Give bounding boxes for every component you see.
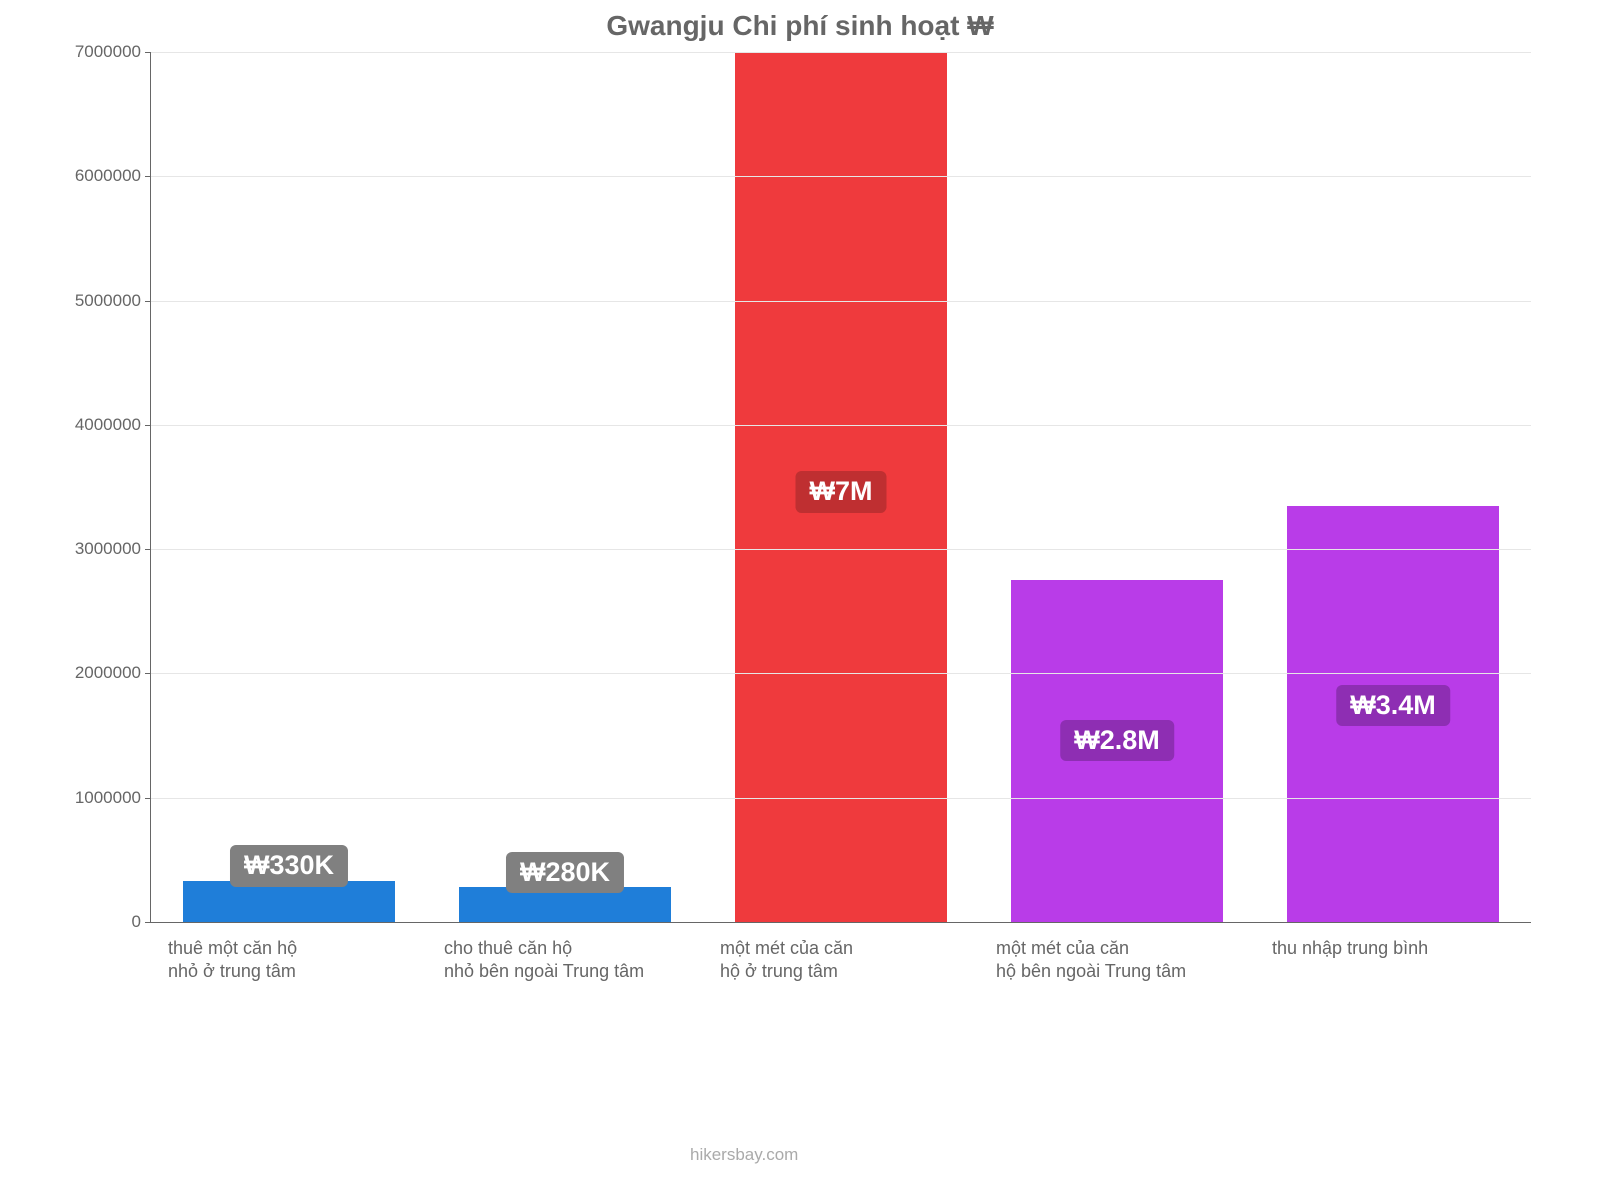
x-axis-label: một mét của cănhộ bên ngoài Trung tâm [978, 923, 1254, 984]
gridline [151, 798, 1531, 799]
value-badge: ₩2.8M [1060, 720, 1174, 762]
ytick-label: 7000000 [75, 42, 151, 62]
chart-title: Gwangju Chi phí sinh hoạt ₩ [50, 10, 1550, 42]
x-axis-label: thuê một căn hộnhỏ ở trung tâm [150, 923, 426, 984]
value-badge: ₩280K [506, 852, 624, 894]
ytick-label: 4000000 [75, 415, 151, 435]
x-axis-labels: thuê một căn hộnhỏ ở trung tâmcho thuê c… [150, 923, 1530, 984]
x-axis-label: một mét của cănhộ ở trung tâm [702, 923, 978, 984]
bar: ₩7M [735, 52, 948, 922]
ytick-label: 0 [132, 912, 151, 932]
value-badge: ₩330K [230, 845, 348, 887]
bar: ₩3.4M [1287, 506, 1500, 922]
gridline [151, 52, 1531, 53]
gridline [151, 176, 1531, 177]
ytick-label: 1000000 [75, 788, 151, 808]
bars-layer: ₩330K ₩280K ₩7M ₩2.8M ₩3.4M [151, 52, 1531, 922]
ytick-label: 3000000 [75, 539, 151, 559]
ytick-label: 6000000 [75, 166, 151, 186]
bar-slot: ₩2.8M [979, 52, 1255, 922]
x-axis-label: thu nhập trung bình [1254, 923, 1530, 984]
gridline [151, 425, 1531, 426]
attribution-text: hikersbay.com [690, 1145, 798, 1165]
bar: ₩2.8M [1011, 580, 1224, 922]
bar-slot: ₩7M [703, 52, 979, 922]
chart-container: Gwangju Chi phí sinh hoạt ₩ ₩330K ₩280K ₩7… [50, 10, 1550, 984]
ytick-label: 2000000 [75, 663, 151, 683]
bar-slot: ₩280K [427, 52, 703, 922]
gridline [151, 301, 1531, 302]
bar: ₩330K [183, 881, 396, 922]
value-badge: ₩3.4M [1336, 685, 1450, 727]
bar: ₩280K [459, 887, 672, 922]
bar-slot: ₩3.4M [1255, 52, 1531, 922]
value-badge: ₩7M [795, 471, 886, 513]
bar-slot: ₩330K [151, 52, 427, 922]
gridline [151, 673, 1531, 674]
gridline [151, 549, 1531, 550]
x-axis-label: cho thuê căn hộnhỏ bên ngoài Trung tâm [426, 923, 702, 984]
ytick-label: 5000000 [75, 291, 151, 311]
plot-area: ₩330K₩280K₩7M₩2.8M₩3.4M 0100000020000003… [150, 52, 1531, 923]
